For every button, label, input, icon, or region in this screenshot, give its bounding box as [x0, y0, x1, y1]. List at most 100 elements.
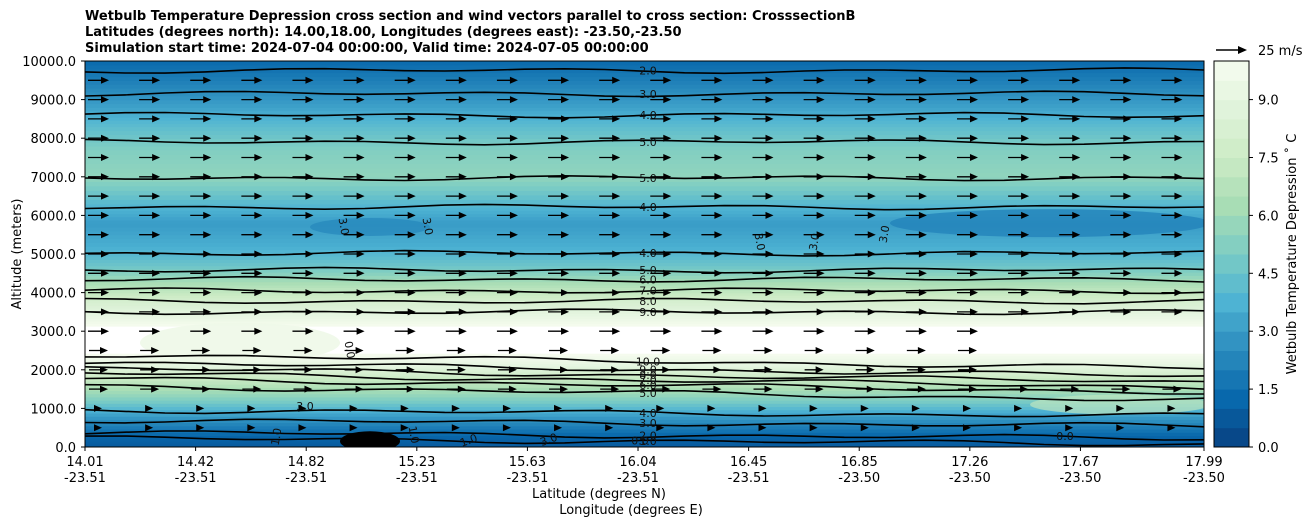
- fill-band: [85, 318, 1204, 322]
- wind-vector-head: [713, 385, 722, 393]
- wind-vector-head: [969, 231, 978, 239]
- fill-band: [85, 310, 1204, 314]
- fill-band: [85, 445, 1204, 447]
- colorbar-swatch: [1214, 80, 1249, 101]
- wind-vector-head: [458, 250, 467, 258]
- wind-vector-head: [349, 404, 358, 412]
- contour-label: 6.0: [639, 273, 657, 286]
- fill-band: [85, 334, 1204, 339]
- wind-vector-head: [612, 154, 621, 161]
- wind-vector-head: [816, 308, 825, 316]
- wind-vector-head: [1174, 269, 1183, 277]
- wind-vector-head: [815, 347, 824, 354]
- wind-vector-head: [101, 211, 109, 219]
- contour-label: 2.0: [639, 429, 657, 442]
- wind-vector-head: [304, 347, 313, 354]
- wind-vector-head: [101, 96, 109, 104]
- wind-vector-head: [918, 211, 927, 219]
- wind-vector-head: [406, 385, 415, 393]
- fill-band: [85, 203, 1204, 208]
- fill-band: [85, 207, 1204, 211]
- wind-vector-head: [918, 115, 927, 123]
- wind-vector-head: [254, 154, 263, 161]
- colorbar-label: Wetbulb Temperature Depression ˚ C: [1284, 134, 1300, 375]
- contour-label-small: 3.0: [877, 224, 893, 243]
- wind-vector-head: [1065, 424, 1074, 432]
- fill-band: [85, 76, 1204, 81]
- fill-band: [85, 252, 1204, 257]
- wind-vector-head: [203, 327, 212, 335]
- wind-vector-head: [1123, 154, 1132, 161]
- wind-vector-head: [254, 115, 263, 123]
- fill-band: [85, 158, 1204, 164]
- fill-band: [85, 199, 1204, 205]
- wind-vector-head: [1174, 289, 1183, 297]
- y-tick-label: 7000.0: [31, 171, 77, 186]
- y-tick-label: 9000.0: [31, 94, 77, 109]
- wind-vector-head: [1174, 308, 1183, 316]
- wind-vector-head: [969, 308, 978, 316]
- wind-vector-head: [254, 96, 263, 104]
- x-tick-label-lon: -23.50: [1183, 471, 1225, 486]
- wind-vector-head: [458, 76, 467, 84]
- wind-vector-head: [1072, 76, 1081, 84]
- wind-vector-head: [355, 366, 364, 374]
- wind-vector-head: [100, 347, 108, 354]
- wind-vector-head: [305, 250, 314, 258]
- fill-band: [85, 337, 1204, 342]
- wind-vector-head: [152, 76, 161, 84]
- wind-vector-head: [101, 308, 109, 316]
- fill-band: [85, 72, 1204, 78]
- x-tick-label-lat: 16.45: [730, 455, 767, 470]
- wind-vector-head: [662, 347, 671, 354]
- contour-label: 9.0: [639, 306, 657, 319]
- wind-vector-head: [816, 327, 825, 335]
- x-tick-label-lat: 14.82: [288, 455, 325, 470]
- wind-vector-head: [816, 289, 825, 297]
- wind-vector-head: [968, 385, 977, 393]
- wind-vector-head: [969, 154, 978, 161]
- wind-vector-head: [101, 250, 109, 258]
- contour-label: 3.0: [639, 88, 657, 101]
- wind-vector-head: [305, 154, 314, 161]
- wind-vector-head: [867, 76, 876, 84]
- colorbar-swatch: [1214, 273, 1249, 294]
- contour-label-small: 1.0: [406, 425, 422, 444]
- wind-vector-head: [968, 347, 977, 354]
- fill-band: [85, 390, 1204, 395]
- wind-vector-head: [1021, 308, 1030, 316]
- y-tick-label: 1000.0: [31, 402, 77, 417]
- wind-vector-head: [662, 366, 671, 374]
- wind-vector-head: [254, 134, 263, 142]
- wind-vector-head: [1072, 250, 1081, 258]
- x-tick-label-lat: 17.67: [1062, 455, 1099, 470]
- contour-label: 7.0: [639, 285, 657, 298]
- wind-vector-head: [407, 250, 416, 258]
- colorbar-swatch: [1214, 234, 1249, 255]
- fill-band: [85, 259, 1204, 263]
- wind-vector-head: [612, 115, 621, 123]
- wind-vector-head: [612, 192, 621, 200]
- wind-vector-head: [1021, 76, 1030, 84]
- wind-vector-head: [1072, 134, 1081, 142]
- x-tick-label-lon: -23.51: [396, 471, 438, 486]
- wind-vector-head: [969, 269, 978, 277]
- fill-band: [85, 185, 1204, 191]
- wind-vector-head: [407, 269, 416, 277]
- wind-vector-head: [101, 327, 109, 335]
- wind-vector-head: [509, 250, 518, 258]
- wind-vector-head: [407, 134, 416, 142]
- wind-vector-head: [509, 289, 518, 297]
- fill-band: [85, 300, 1204, 304]
- wind-vector-head: [458, 308, 467, 316]
- wind-vector-head: [918, 269, 927, 277]
- wind-vector-head: [816, 231, 825, 239]
- y-tick-label: 8000.0: [31, 132, 77, 147]
- fill-band: [85, 172, 1204, 178]
- title-line-3: Simulation start time: 2024-07-04 00:00:…: [85, 41, 649, 56]
- wind-vector-head: [969, 96, 978, 104]
- fill-band: [85, 226, 1204, 232]
- contour-label: 5.0: [639, 264, 657, 277]
- colorbar-swatch: [1214, 254, 1249, 274]
